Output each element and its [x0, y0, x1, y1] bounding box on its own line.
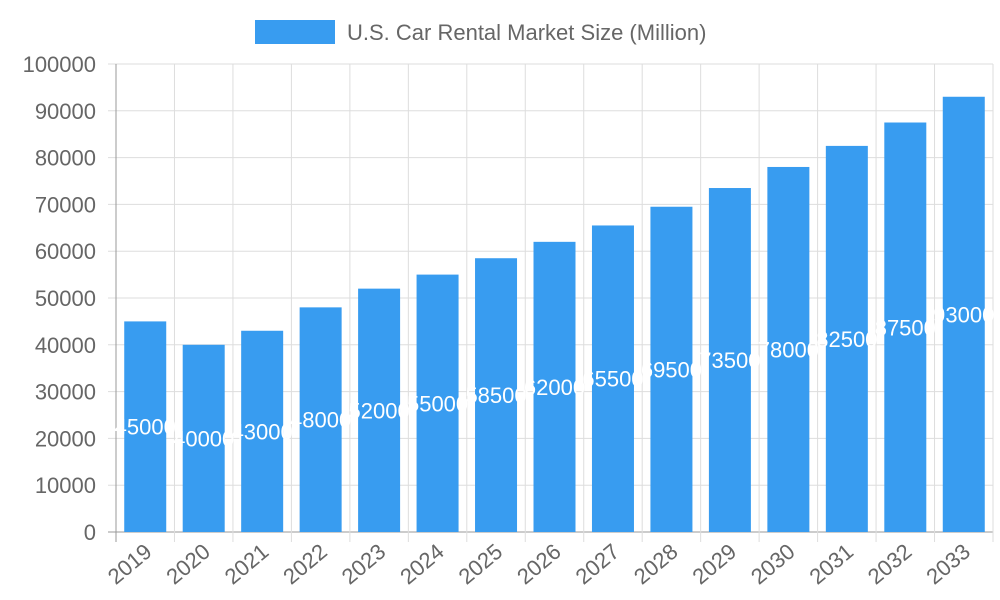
y-tick-label: 60000 — [35, 239, 96, 264]
data-label: 78000 — [758, 337, 819, 362]
y-tick-label: 40000 — [35, 333, 96, 358]
data-label: 69500 — [641, 357, 702, 382]
x-tick-label: 2021 — [220, 539, 274, 590]
bar — [182, 344, 225, 532]
data-label: 55000 — [407, 391, 468, 416]
bar — [825, 145, 868, 532]
x-tick-label: 2029 — [688, 539, 742, 590]
x-tick-label: 2020 — [161, 539, 215, 590]
x-tick-label: 2027 — [571, 539, 625, 590]
y-tick-label: 10000 — [35, 473, 96, 498]
x-tick-label: 2022 — [278, 539, 332, 590]
data-label: 82500 — [816, 327, 877, 352]
y-tick-label: 30000 — [35, 380, 96, 405]
y-tick-label: 50000 — [35, 286, 96, 311]
bar — [767, 166, 810, 532]
data-label: 93000 — [933, 302, 994, 327]
x-tick-label: 2028 — [629, 539, 683, 590]
data-label: 65500 — [582, 367, 643, 392]
y-tick-label: 20000 — [35, 426, 96, 451]
y-tick-label: 100000 — [23, 52, 96, 77]
x-tick-label: 2024 — [395, 539, 449, 590]
legend-label: U.S. Car Rental Market Size (Million) — [347, 20, 706, 45]
x-tick-label: 2032 — [863, 539, 917, 590]
bar — [650, 206, 693, 533]
y-tick-label: 70000 — [35, 192, 96, 217]
bar — [475, 258, 518, 532]
data-label: 40000 — [173, 426, 234, 451]
bar — [942, 96, 985, 532]
x-tick-label: 2023 — [337, 539, 391, 590]
x-tick-label: 2033 — [921, 539, 975, 590]
bar — [884, 122, 927, 532]
data-label: 52000 — [349, 398, 410, 423]
data-label: 73500 — [699, 348, 760, 373]
x-tick-label: 2031 — [804, 539, 858, 590]
legend[interactable]: U.S. Car Rental Market Size (Million) — [255, 20, 706, 45]
y-tick-label: 80000 — [35, 146, 96, 171]
data-label: 58500 — [465, 383, 526, 408]
bar — [591, 225, 634, 532]
bar — [299, 307, 342, 532]
data-label: 45000 — [115, 415, 176, 440]
data-label: 43000 — [232, 419, 293, 444]
bar — [241, 330, 284, 532]
y-tick-label: 90000 — [35, 99, 96, 124]
bar — [124, 321, 167, 532]
bar — [708, 188, 751, 532]
legend-swatch — [255, 20, 335, 44]
x-tick-label: 2019 — [103, 539, 157, 590]
x-tick-label: 2030 — [746, 539, 800, 590]
bar — [358, 288, 401, 532]
data-label: 62000 — [524, 375, 585, 400]
data-label: 48000 — [290, 408, 351, 433]
x-tick-label: 2026 — [512, 539, 566, 590]
x-tick-label: 2025 — [454, 539, 508, 590]
data-label: 87500 — [875, 315, 936, 340]
bar — [416, 274, 459, 532]
y-tick-label: 0 — [84, 520, 96, 545]
bar — [533, 241, 576, 532]
